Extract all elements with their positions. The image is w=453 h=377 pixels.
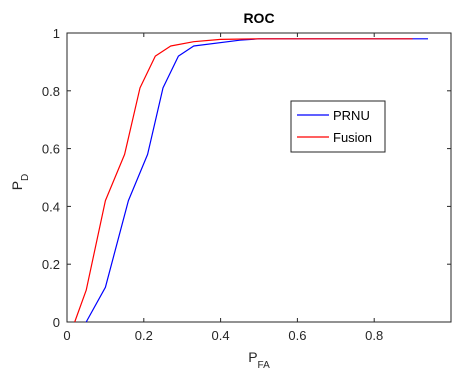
y-axis-label-main: P <box>9 181 25 190</box>
series-layer <box>74 38 428 323</box>
y-tick-label: 0 <box>53 315 60 330</box>
y-axis-label: PD <box>9 174 31 191</box>
chart-title: ROC <box>243 10 274 26</box>
x-axis-label: PFA <box>248 349 270 371</box>
y-tick-label: 0.2 <box>42 257 60 272</box>
y-tick-label: 0.4 <box>42 199 60 214</box>
x-axis-label-subscript: FA <box>258 360 271 371</box>
y-tick-label: 1 <box>53 26 60 41</box>
x-tick-label: 0 <box>63 328 70 343</box>
y-axis-label-subscript: D <box>20 174 31 181</box>
x-axis: 0 0.2 0.4 0.6 0.8 <box>63 33 383 343</box>
y-tick-label: 0.8 <box>42 84 60 99</box>
series-line-fusion <box>74 38 413 323</box>
legend-box <box>290 100 386 153</box>
legend: PRNU Fusion <box>290 100 386 153</box>
plot-area <box>66 32 452 323</box>
y-tick-label: 0.6 <box>42 142 60 157</box>
x-axis-label-main: P <box>248 349 257 365</box>
legend-label-fusion: Fusion <box>333 130 372 145</box>
legend-label-prnu: PRNU <box>333 108 370 123</box>
x-tick-label: 0.8 <box>365 328 383 343</box>
x-tick-label: 0.6 <box>288 328 306 343</box>
x-tick-label: 0.4 <box>212 328 230 343</box>
x-tick-label: 0.2 <box>135 328 153 343</box>
y-axis: 0 0.2 0.4 0.6 0.8 1 <box>42 26 451 330</box>
